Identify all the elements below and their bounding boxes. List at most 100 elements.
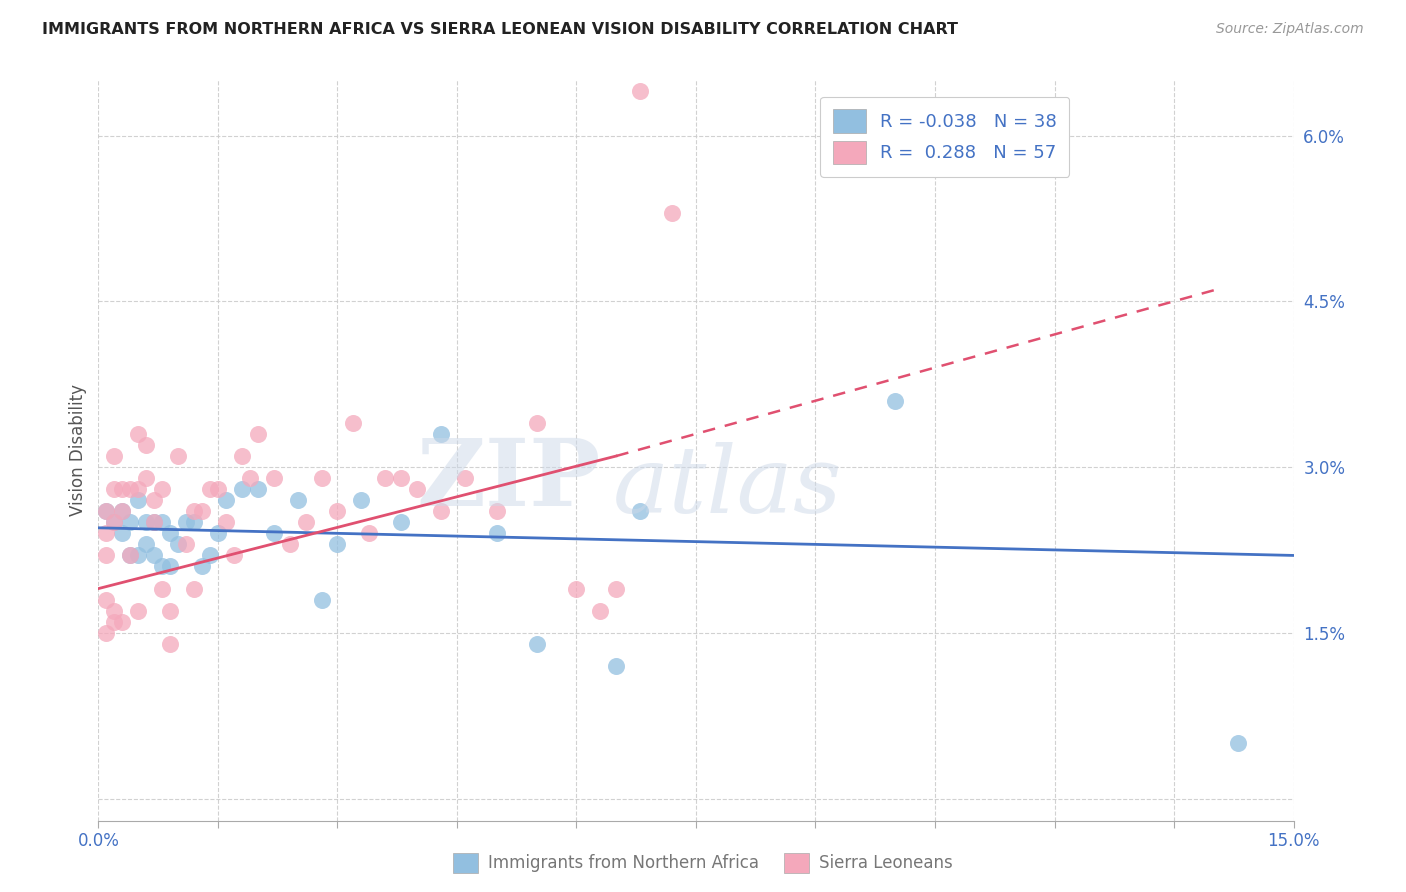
Point bbox=[111, 526, 134, 541]
Point bbox=[127, 426, 149, 441]
Point bbox=[143, 516, 166, 530]
Point bbox=[150, 582, 173, 596]
Point bbox=[884, 393, 907, 408]
Point bbox=[350, 493, 373, 508]
Point bbox=[215, 493, 238, 508]
Point bbox=[359, 526, 381, 541]
Point bbox=[231, 482, 253, 496]
Point bbox=[231, 449, 253, 463]
Point bbox=[150, 559, 173, 574]
Point bbox=[374, 471, 396, 485]
Point bbox=[628, 504, 651, 518]
Point bbox=[589, 604, 612, 618]
Point bbox=[96, 549, 118, 563]
Point bbox=[127, 604, 149, 618]
Point bbox=[150, 516, 173, 530]
Point bbox=[103, 604, 125, 618]
Point bbox=[605, 659, 627, 673]
Point bbox=[342, 416, 364, 430]
Point bbox=[96, 592, 118, 607]
Point bbox=[326, 537, 349, 551]
Point bbox=[263, 526, 285, 541]
Point bbox=[135, 471, 157, 485]
Point bbox=[150, 482, 173, 496]
Text: ZIP: ZIP bbox=[416, 435, 600, 525]
Point bbox=[311, 592, 333, 607]
Point bbox=[278, 537, 301, 551]
Point bbox=[127, 549, 149, 563]
Point bbox=[174, 537, 197, 551]
Point bbox=[120, 549, 142, 563]
Text: atlas: atlas bbox=[612, 442, 842, 533]
Point bbox=[485, 504, 508, 518]
Point bbox=[120, 549, 142, 563]
Point bbox=[127, 482, 149, 496]
Point bbox=[96, 504, 118, 518]
Point bbox=[135, 438, 157, 452]
Point bbox=[661, 206, 683, 220]
Point bbox=[198, 482, 221, 496]
Point bbox=[159, 559, 181, 574]
Text: IMMIGRANTS FROM NORTHERN AFRICA VS SIERRA LEONEAN VISION DISABILITY CORRELATION : IMMIGRANTS FROM NORTHERN AFRICA VS SIERR… bbox=[42, 22, 957, 37]
Point bbox=[96, 504, 118, 518]
Point bbox=[135, 516, 157, 530]
Point bbox=[120, 482, 142, 496]
Point bbox=[526, 416, 548, 430]
Point bbox=[111, 504, 134, 518]
Point bbox=[389, 471, 412, 485]
Legend: Immigrants from Northern Africa, Sierra Leoneans: Immigrants from Northern Africa, Sierra … bbox=[447, 847, 959, 880]
Point bbox=[159, 637, 181, 651]
Point bbox=[294, 516, 316, 530]
Point bbox=[1226, 736, 1249, 750]
Point bbox=[103, 516, 125, 530]
Point bbox=[127, 493, 149, 508]
Point bbox=[287, 493, 309, 508]
Point bbox=[246, 426, 269, 441]
Point bbox=[183, 504, 205, 518]
Point bbox=[103, 516, 125, 530]
Point bbox=[143, 516, 166, 530]
Point bbox=[143, 493, 166, 508]
Y-axis label: Vision Disability: Vision Disability bbox=[69, 384, 87, 516]
Point bbox=[263, 471, 285, 485]
Point bbox=[183, 582, 205, 596]
Point bbox=[111, 615, 134, 629]
Point bbox=[191, 504, 214, 518]
Point bbox=[454, 471, 477, 485]
Point bbox=[167, 449, 190, 463]
Point bbox=[222, 549, 245, 563]
Point bbox=[326, 504, 349, 518]
Point bbox=[246, 482, 269, 496]
Point bbox=[198, 549, 221, 563]
Point bbox=[191, 559, 214, 574]
Point bbox=[406, 482, 429, 496]
Point bbox=[628, 84, 651, 98]
Text: Source: ZipAtlas.com: Source: ZipAtlas.com bbox=[1216, 22, 1364, 37]
Point bbox=[174, 516, 197, 530]
Point bbox=[96, 625, 118, 640]
Point bbox=[103, 482, 125, 496]
Point bbox=[111, 504, 134, 518]
Point bbox=[183, 516, 205, 530]
Point bbox=[430, 504, 453, 518]
Point bbox=[389, 516, 412, 530]
Point bbox=[565, 582, 588, 596]
Point bbox=[430, 426, 453, 441]
Point bbox=[103, 615, 125, 629]
Point bbox=[135, 537, 157, 551]
Point bbox=[143, 549, 166, 563]
Point bbox=[120, 516, 142, 530]
Point bbox=[311, 471, 333, 485]
Point bbox=[215, 516, 238, 530]
Point bbox=[96, 526, 118, 541]
Point bbox=[207, 526, 229, 541]
Point bbox=[159, 604, 181, 618]
Point bbox=[103, 449, 125, 463]
Point bbox=[605, 582, 627, 596]
Point bbox=[111, 482, 134, 496]
Point bbox=[207, 482, 229, 496]
Point bbox=[159, 526, 181, 541]
Point bbox=[526, 637, 548, 651]
Point bbox=[167, 537, 190, 551]
Legend: R = -0.038   N = 38, R =  0.288   N = 57: R = -0.038 N = 38, R = 0.288 N = 57 bbox=[821, 96, 1070, 177]
